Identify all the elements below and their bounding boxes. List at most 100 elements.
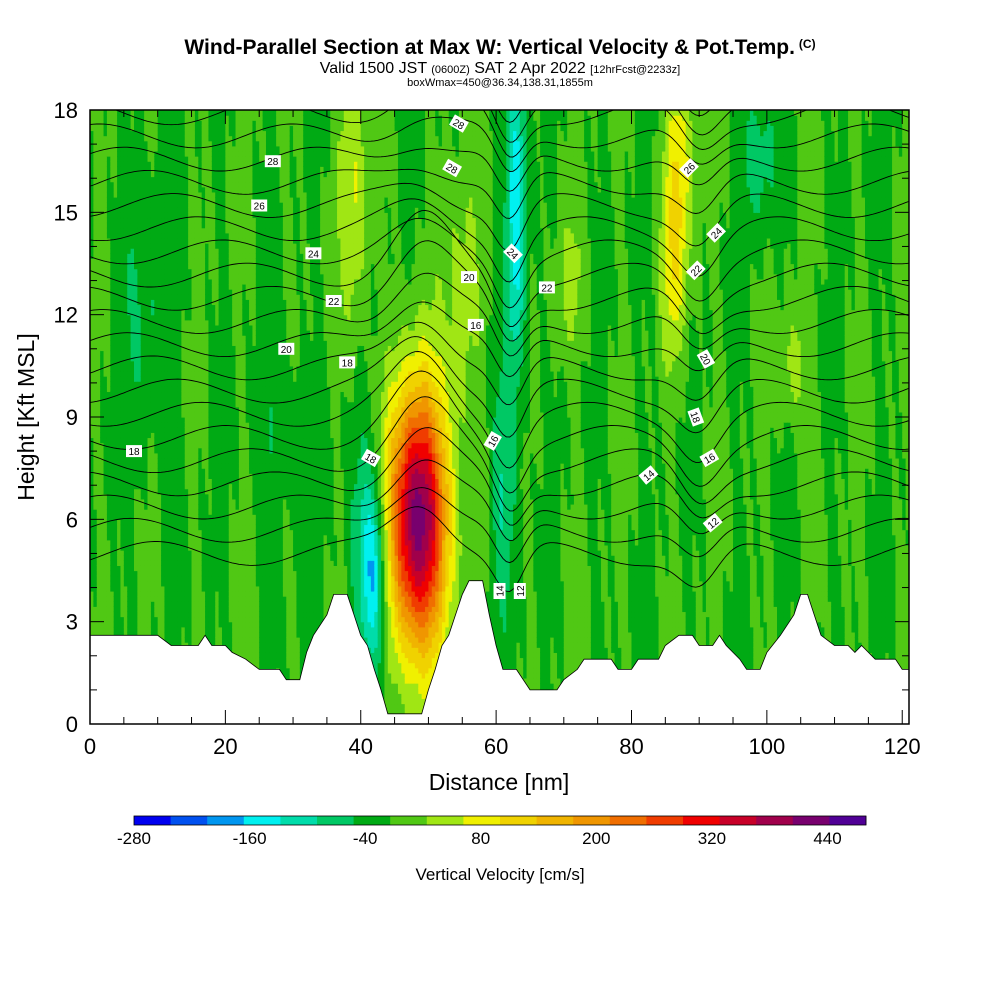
velocity-cell bbox=[219, 463, 223, 469]
velocity-cell bbox=[154, 571, 158, 577]
velocity-cell bbox=[148, 478, 152, 484]
velocity-cell bbox=[212, 391, 216, 397]
velocity-cell bbox=[100, 187, 104, 193]
velocity-cell bbox=[141, 187, 145, 193]
velocity-cell bbox=[171, 136, 175, 142]
velocity-cell bbox=[212, 125, 216, 131]
velocity-cell bbox=[100, 356, 104, 362]
velocity-cell bbox=[164, 238, 168, 244]
velocity-cell bbox=[212, 617, 216, 623]
velocity-cell bbox=[164, 299, 168, 305]
velocity-cell bbox=[141, 494, 145, 500]
velocity-cell bbox=[124, 371, 128, 377]
velocity-cell bbox=[212, 397, 216, 403]
velocity-cell bbox=[124, 397, 128, 403]
velocity-cell bbox=[225, 422, 229, 428]
velocity-cell bbox=[225, 371, 229, 377]
velocity-cell bbox=[202, 504, 206, 510]
velocity-cell bbox=[219, 345, 223, 351]
velocity-cell bbox=[202, 601, 206, 607]
velocity-cell bbox=[131, 376, 135, 382]
velocity-cell bbox=[188, 473, 192, 479]
velocity-cell bbox=[225, 330, 229, 336]
velocity-cell bbox=[178, 340, 182, 346]
velocity-cell bbox=[171, 253, 175, 259]
velocity-cell bbox=[195, 606, 199, 612]
velocity-cell bbox=[124, 156, 128, 162]
velocity-cell bbox=[171, 473, 175, 479]
velocity-cell bbox=[188, 550, 192, 556]
velocity-cell bbox=[202, 264, 206, 270]
velocity-cell bbox=[93, 586, 97, 592]
velocity-cell bbox=[171, 432, 175, 438]
velocity-cell bbox=[195, 524, 199, 530]
velocity-cell bbox=[100, 422, 104, 428]
velocity-cell bbox=[178, 606, 182, 612]
velocity-cell bbox=[219, 560, 223, 566]
velocity-cell bbox=[141, 622, 145, 628]
velocity-cell bbox=[141, 478, 145, 484]
velocity-cell bbox=[141, 565, 145, 571]
velocity-cell bbox=[117, 402, 121, 408]
velocity-cell bbox=[107, 494, 111, 500]
velocity-cell bbox=[107, 576, 111, 582]
velocity-cell bbox=[148, 468, 152, 474]
velocity-cell bbox=[141, 366, 145, 372]
velocity-cell bbox=[131, 335, 135, 341]
velocity-cell bbox=[131, 304, 135, 310]
velocity-cell bbox=[131, 120, 135, 126]
velocity-cell bbox=[93, 264, 97, 270]
velocity-cell bbox=[131, 581, 135, 587]
velocity-cell bbox=[202, 335, 206, 341]
velocity-cell bbox=[93, 146, 97, 152]
velocity-cell bbox=[154, 217, 158, 223]
velocity-cell bbox=[107, 530, 111, 536]
velocity-cell bbox=[117, 299, 121, 305]
velocity-cell bbox=[219, 391, 223, 397]
velocity-cell bbox=[178, 238, 182, 244]
velocity-cell bbox=[225, 432, 229, 438]
velocity-cell bbox=[124, 407, 128, 413]
velocity-cell bbox=[202, 325, 206, 331]
velocity-cell bbox=[131, 381, 135, 387]
velocity-cell bbox=[225, 381, 229, 387]
velocity-cell bbox=[178, 407, 182, 413]
velocity-cell bbox=[131, 279, 135, 285]
velocity-cell bbox=[188, 499, 192, 505]
velocity-cell bbox=[131, 627, 135, 633]
velocity-cell bbox=[195, 571, 199, 577]
velocity-cell bbox=[202, 228, 206, 234]
velocity-cell bbox=[164, 586, 168, 592]
velocity-cell bbox=[154, 202, 158, 208]
velocity-cell bbox=[219, 622, 223, 628]
velocity-cell bbox=[148, 294, 152, 300]
velocity-cell bbox=[154, 576, 158, 582]
velocity-cell bbox=[225, 606, 229, 612]
velocity-cell bbox=[164, 233, 168, 239]
velocity-cell bbox=[225, 146, 229, 152]
velocity-cell bbox=[202, 299, 206, 305]
velocity-cell bbox=[131, 146, 135, 152]
velocity-cell bbox=[178, 565, 182, 571]
velocity-cell bbox=[148, 555, 152, 561]
velocity-cell bbox=[93, 279, 97, 285]
velocity-cell bbox=[124, 284, 128, 290]
velocity-cell bbox=[93, 320, 97, 326]
velocity-cell bbox=[202, 463, 206, 469]
velocity-cell bbox=[178, 325, 182, 331]
velocity-cell bbox=[124, 243, 128, 249]
velocity-cell bbox=[124, 299, 128, 305]
velocity-cell bbox=[164, 166, 168, 172]
velocity-cell bbox=[202, 509, 206, 515]
velocity-cell bbox=[131, 545, 135, 551]
velocity-cell bbox=[219, 366, 223, 372]
velocity-cell bbox=[219, 156, 223, 162]
velocity-cell bbox=[154, 279, 158, 285]
velocity-cell bbox=[202, 422, 206, 428]
velocity-cell bbox=[188, 381, 192, 387]
velocity-cell bbox=[195, 412, 199, 418]
velocity-cell bbox=[225, 632, 229, 638]
velocity-cell bbox=[225, 412, 229, 418]
velocity-cell bbox=[93, 611, 97, 617]
velocity-cell bbox=[100, 576, 104, 582]
